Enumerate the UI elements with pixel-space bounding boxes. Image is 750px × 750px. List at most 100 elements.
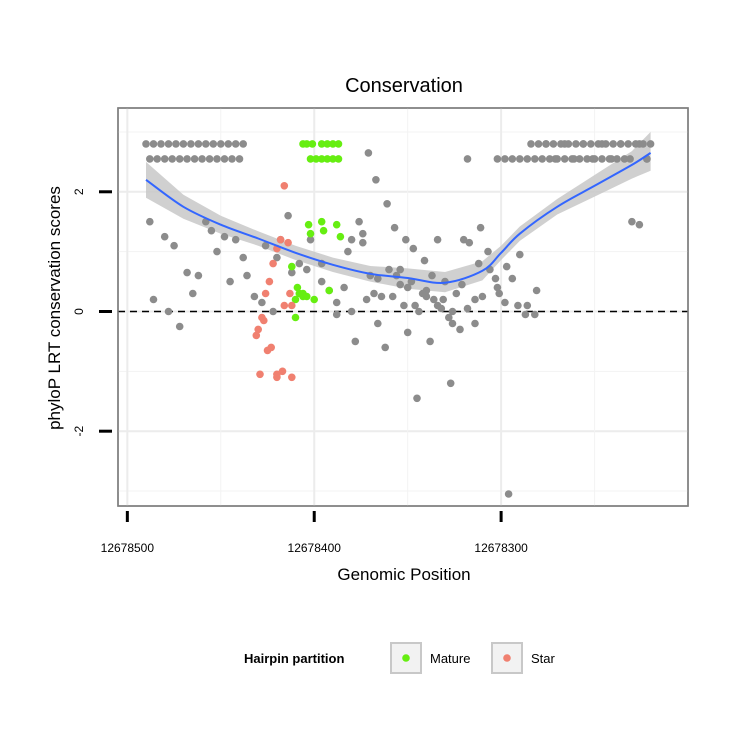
point-other	[609, 140, 617, 148]
point-mature	[310, 295, 319, 304]
point-other	[269, 307, 277, 316]
point-other	[250, 292, 259, 301]
point-other	[344, 247, 352, 256]
point-other	[179, 140, 188, 148]
point-mature	[336, 232, 345, 241]
point-mature	[334, 140, 343, 148]
point-other	[458, 280, 466, 289]
point-other	[359, 229, 367, 238]
point-other	[239, 140, 247, 148]
points-mature	[288, 140, 345, 322]
point-other	[501, 298, 509, 307]
point-other	[396, 265, 405, 274]
point-other	[620, 155, 629, 163]
point-other	[362, 295, 371, 304]
point-other	[495, 289, 504, 298]
legend-label-star: Star	[531, 651, 556, 666]
point-other	[355, 217, 363, 226]
point-other	[508, 274, 517, 283]
point-other	[381, 343, 390, 352]
point-other	[568, 155, 576, 163]
point-other	[426, 337, 434, 346]
point-other	[428, 271, 436, 280]
point-other	[332, 298, 341, 307]
point-other	[183, 155, 191, 163]
point-other	[347, 307, 356, 316]
legend-title: Hairpin partition	[244, 651, 344, 666]
point-other	[372, 176, 380, 184]
point-mature	[299, 289, 307, 298]
point-other	[390, 223, 399, 232]
point-other	[575, 155, 584, 163]
point-other	[439, 295, 448, 304]
point-other	[553, 155, 561, 163]
point-other	[448, 307, 457, 316]
point-other	[594, 140, 603, 148]
point-other	[202, 140, 210, 148]
point-other	[628, 217, 636, 226]
point-star	[252, 331, 261, 340]
point-other	[430, 295, 438, 304]
point-mature	[291, 313, 300, 322]
point-other	[295, 259, 304, 268]
point-star	[284, 238, 292, 247]
point-other	[388, 292, 397, 301]
point-other	[170, 241, 178, 250]
points-other	[142, 140, 655, 498]
y-axis-ticks: 2 0 -2	[72, 188, 112, 437]
point-other	[359, 238, 367, 247]
point-other	[288, 268, 296, 277]
point-other	[531, 310, 539, 319]
point-other	[164, 140, 173, 148]
point-mature	[317, 217, 326, 226]
point-other	[198, 155, 206, 163]
point-other	[456, 325, 464, 334]
point-other	[175, 322, 184, 331]
point-other	[626, 155, 634, 163]
point-other	[549, 140, 558, 148]
point-other	[364, 149, 373, 157]
point-mature	[288, 262, 296, 271]
point-other	[635, 220, 644, 229]
point-other	[493, 283, 502, 292]
point-star	[280, 301, 289, 310]
x-tick-label: 12678400	[288, 541, 342, 555]
point-other	[205, 155, 214, 163]
legend-label-mature: Mature	[430, 651, 470, 666]
point-other	[172, 140, 180, 148]
point-other	[374, 319, 382, 328]
point-other	[149, 140, 158, 148]
point-other	[420, 256, 429, 265]
point-other	[557, 140, 565, 148]
point-other	[413, 394, 421, 403]
point-other	[542, 140, 550, 148]
point-star	[280, 182, 289, 190]
point-other	[374, 274, 382, 283]
point-other	[501, 155, 509, 163]
point-other	[448, 319, 457, 328]
point-mature	[303, 140, 311, 148]
point-star	[265, 277, 274, 286]
point-other	[190, 155, 199, 163]
point-other	[523, 301, 532, 310]
point-other	[646, 140, 655, 148]
point-other	[168, 155, 176, 163]
point-other	[224, 140, 233, 148]
point-other	[590, 155, 599, 163]
point-other	[189, 289, 197, 298]
point-other	[220, 232, 229, 241]
point-other	[422, 292, 431, 301]
point-mature	[334, 155, 343, 163]
point-other	[508, 155, 517, 163]
point-other	[226, 277, 234, 286]
point-other	[239, 253, 247, 262]
legend: Hairpin partition Mature Star	[244, 642, 556, 674]
point-other	[146, 217, 154, 226]
point-other	[463, 155, 472, 163]
point-other	[303, 265, 311, 274]
point-mature	[306, 229, 315, 238]
point-other	[149, 295, 158, 304]
smooth-curve	[145, 152, 652, 284]
point-other	[402, 235, 410, 244]
